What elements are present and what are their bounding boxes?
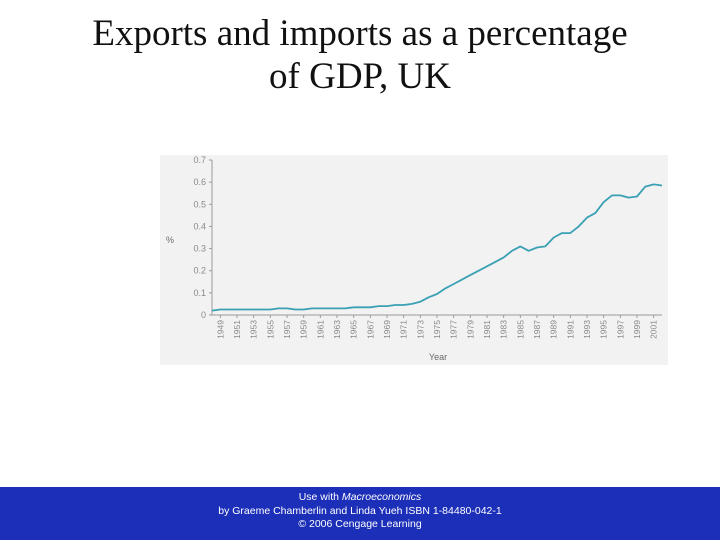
x-tick-label: 1961 xyxy=(315,320,325,339)
x-tick-label: 1963 xyxy=(332,320,342,339)
series-line xyxy=(211,183,663,312)
x-tick-label: 1981 xyxy=(482,320,492,339)
x-tick-label: 1955 xyxy=(265,320,275,339)
footer-book-title: Macroeconomics xyxy=(341,491,422,503)
slide-title-line-2: of GDP, UK xyxy=(269,56,451,97)
x-tick-label: 1957 xyxy=(282,320,292,339)
footer-banner: Use with Macroeconomics by Graeme Chambe… xyxy=(0,487,720,540)
x-tick-label: 1983 xyxy=(499,320,509,339)
footer-line-3: © 2006 Cengage Learning xyxy=(298,518,422,530)
x-tick-label: 1973 xyxy=(415,320,425,339)
y-tick-label: 0.6 xyxy=(193,177,206,187)
x-tick-label: 1953 xyxy=(249,320,259,339)
x-tick-label: 1979 xyxy=(465,320,475,339)
y-tick-label: 0.7 xyxy=(193,155,206,165)
x-tick-label: 1969 xyxy=(382,320,392,339)
y-tick-label: 0.1 xyxy=(193,288,206,298)
x-axis-label: Year xyxy=(429,352,447,362)
slide-title: Exports and imports as a percentage of G… xyxy=(0,12,720,98)
x-tick-label: 2001 xyxy=(649,320,659,339)
x-tick-label: 1971 xyxy=(399,320,409,339)
x-tick-label: 1991 xyxy=(565,320,575,339)
x-tick-label: 1995 xyxy=(599,320,609,339)
y-axis-label: % xyxy=(166,235,174,245)
y-tick-label: 0.3 xyxy=(193,244,206,254)
footer-line-2: by Graeme Chamberlin and Linda Yueh ISBN… xyxy=(218,504,502,517)
y-tick-label: 0.4 xyxy=(193,221,206,231)
x-tick-label: 1989 xyxy=(549,320,559,339)
x-tick-label: 1951 xyxy=(232,320,242,339)
line-chart: 0 0.1 0.2 0.3 0.4 0.5 0.6 0.7% 1949 1951 1953 1955 1… xyxy=(160,155,668,365)
y-tick-label: 0 xyxy=(201,310,206,320)
x-tick-label: 1985 xyxy=(515,320,525,339)
x-tick-label: 1987 xyxy=(532,320,542,339)
x-tick-label: 1959 xyxy=(299,320,309,339)
x-tick-label: 1965 xyxy=(349,320,359,339)
x-tick-label: 1997 xyxy=(615,320,625,339)
x-tick-label: 1999 xyxy=(632,320,642,339)
y-tick-label: 0.2 xyxy=(193,266,206,276)
x-tick-label: 1993 xyxy=(582,320,592,339)
footer-line-1: Use with Macroeconomics xyxy=(0,491,720,505)
chart-background xyxy=(160,155,668,365)
x-tick-label: 1949 xyxy=(215,320,225,339)
footer-prefix: Use with xyxy=(298,491,342,503)
x-tick-label: 1975 xyxy=(432,320,442,339)
x-tick-label: 1967 xyxy=(365,320,375,339)
slide-title-line-1: Exports and imports as a percentage xyxy=(92,13,628,54)
chart-svg: 0 0.1 0.2 0.3 0.4 0.5 0.6 0.7% 1949 1951 1953 1955 1… xyxy=(160,155,668,365)
x-tick-label: 1977 xyxy=(449,320,459,339)
y-tick-label: 0.5 xyxy=(193,199,206,209)
